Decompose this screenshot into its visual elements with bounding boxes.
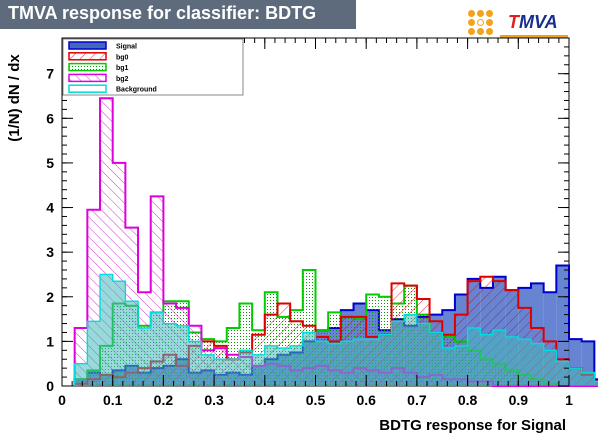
legend-swatch (68, 52, 107, 61)
bar-background (569, 368, 582, 386)
bar-background (467, 328, 481, 386)
y-tick-label: 5 (46, 155, 54, 171)
title-banner: TMVA response for classifier: BDTG (0, 0, 356, 29)
x-tick-label: 0.1 (103, 392, 123, 408)
bar-background (581, 372, 595, 386)
bar-background (378, 334, 392, 386)
bar-background (594, 381, 598, 386)
bar-background (429, 332, 443, 386)
tmva-logo: TMVA (466, 8, 568, 38)
legend-swatch (68, 84, 107, 93)
bar-background (530, 343, 544, 386)
bar-background (201, 354, 215, 386)
bar-background (556, 361, 569, 386)
x-tick-label: 0.2 (154, 392, 174, 408)
legend-label: bg0 (116, 54, 129, 61)
legend-swatch (68, 41, 107, 50)
x-tick-label: 0.4 (255, 392, 275, 408)
y-tick-label: 4 (46, 200, 54, 216)
y-tick-label: 3 (46, 244, 54, 260)
bar-background (353, 339, 367, 386)
bar-background (214, 359, 227, 386)
legend-swatch (68, 73, 107, 83)
logo-dot-icon (486, 28, 493, 35)
bar-background (163, 323, 177, 386)
bar-background (404, 314, 417, 386)
x-tick-label: 0.9 (509, 392, 529, 408)
x-tick-label: 0.8 (458, 392, 478, 408)
legend-label: bg1 (116, 65, 129, 72)
y-tick-label: 2 (46, 289, 54, 305)
chart-title: TMVA response for classifier: BDTG (8, 3, 317, 23)
y-axis-label: (1/N) dN / dx (6, 54, 23, 142)
bar-background (492, 330, 506, 386)
bar-background (416, 323, 430, 386)
logo-dot-icon (477, 28, 484, 35)
legend-swatch (68, 62, 107, 72)
x-tick-label: 0 (58, 392, 66, 408)
logo-dot-icon (468, 10, 475, 17)
legend-label: Signal (116, 44, 137, 51)
logo-dot-icon (477, 10, 484, 17)
x-axis-label: BDTG response for Signal (379, 417, 566, 434)
bar-background (252, 354, 265, 386)
logo-dot-icon (468, 19, 475, 26)
bar-background (366, 339, 379, 386)
bar-background (150, 312, 164, 386)
bar-background (188, 341, 202, 386)
outline-background (73, 273, 598, 386)
bar-background (125, 301, 139, 386)
logo-dot-icon (486, 19, 493, 26)
bar-background (442, 348, 455, 386)
y-tick-label: 0 (46, 378, 54, 394)
x-tick-label: 0.5 (306, 392, 326, 408)
y-tick-label: 6 (46, 110, 54, 126)
bar-background (454, 345, 468, 386)
logo-underline (500, 35, 568, 38)
bar-background (100, 274, 113, 386)
bar-background (328, 343, 341, 386)
bar-background (518, 339, 531, 386)
logo-dot-icon (486, 10, 493, 17)
bar-background (74, 363, 88, 386)
legend-label: bg2 (116, 76, 129, 83)
bar-background (226, 359, 240, 386)
y-tick-label: 1 (46, 333, 54, 349)
bar-background (239, 350, 253, 386)
bar-background (112, 281, 126, 386)
bar-background (391, 321, 405, 386)
x-tick-label: 1 (565, 392, 573, 408)
logo-wordmark: TMVA (508, 12, 558, 32)
bar-background (290, 345, 303, 386)
bar-background (302, 332, 316, 386)
bar-background (340, 341, 354, 386)
bar-background (543, 350, 557, 386)
x-tick-label: 0.6 (356, 392, 376, 408)
legend-label: Background (116, 87, 157, 94)
bar-background (138, 328, 151, 386)
bar-background (176, 325, 189, 386)
bar-background (87, 321, 101, 386)
bar-background (264, 345, 278, 386)
bar-signal (556, 265, 569, 386)
bar-background (480, 334, 493, 386)
bar-background (277, 348, 291, 386)
y-tick-label: 7 (46, 66, 54, 82)
logo-dot-icon (468, 28, 475, 35)
x-tick-label: 0.7 (407, 392, 427, 408)
series-background (73, 273, 598, 386)
bar-background (505, 336, 519, 386)
logo-dot-icon (477, 19, 484, 26)
x-tick-label: 0.3 (204, 392, 224, 408)
bar-background (315, 341, 329, 386)
